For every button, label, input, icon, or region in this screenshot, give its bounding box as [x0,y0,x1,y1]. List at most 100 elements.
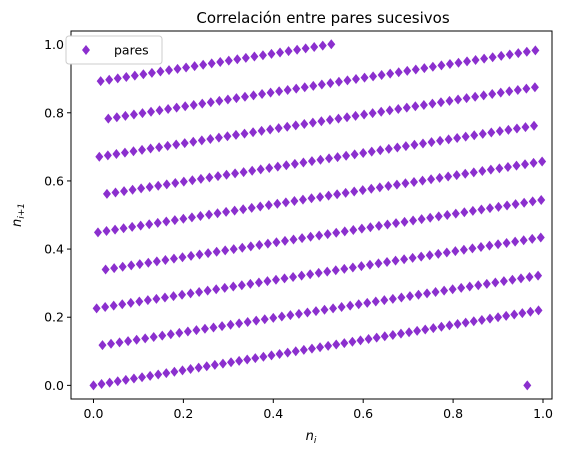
data-point [135,259,144,270]
data-point [187,212,196,223]
data-point [487,127,496,138]
data-point [468,205,477,216]
data-point [341,187,350,198]
data-point [190,61,199,72]
data-point [229,244,238,255]
data-point [230,205,239,216]
data-point [367,183,376,194]
data-point [240,91,249,102]
data-point [196,173,205,184]
data-point [128,221,137,232]
data-point [298,233,307,244]
data-point [334,76,343,87]
data-point [503,161,512,172]
data-point [457,282,466,293]
x-tick-label: 1.0 [533,406,553,421]
data-point [138,108,147,119]
data-point [392,179,401,190]
data-point [384,181,393,192]
data-point [525,272,534,283]
data-point [354,299,363,310]
data-point [307,156,316,167]
data-point [444,134,453,145]
data-point [111,224,120,235]
data-point [223,94,232,105]
data-point [127,260,136,271]
data-point [107,338,116,349]
data-point [494,201,503,212]
data-point [205,209,214,220]
data-point [155,105,164,116]
data-point [299,344,308,355]
data-point [147,67,156,78]
data-point [318,40,327,51]
data-point [308,117,317,128]
data-point [471,54,480,65]
data-point [92,303,101,314]
data-point [118,261,127,272]
data-point [255,239,264,250]
data-point [512,160,521,171]
data-point [101,264,110,275]
data-point [496,87,505,98]
data-point [112,149,121,160]
data-point [195,287,204,298]
data-point [359,147,368,158]
data-point [212,284,221,295]
data-point [213,208,222,219]
data-point [323,266,332,277]
data-point [385,105,394,116]
data-point [461,168,470,179]
data-point [480,53,489,64]
data-point [348,262,357,273]
data-point [530,82,539,93]
data-point [103,150,112,161]
data-point [350,186,359,197]
data-point [495,126,504,137]
data-point [146,370,155,381]
data-point [273,198,282,209]
data-point [266,124,275,135]
data-point [307,193,316,204]
data-point [494,312,503,323]
data-point [384,143,393,154]
data-point [256,201,265,212]
data-point [96,76,105,87]
data-point [226,319,235,330]
data-point [388,329,397,340]
data-point [162,216,171,227]
data-point [374,220,383,231]
data-point [502,237,511,248]
data-point [315,230,324,241]
data-point [311,306,320,317]
data-point [158,330,167,341]
data-point [427,174,436,185]
x-tick-label: 0.2 [173,406,193,421]
legend: pares [65,35,163,65]
data-point [273,161,282,172]
data-point [129,146,138,157]
data-point [110,263,119,274]
data-point [121,110,130,121]
data-point [267,48,276,59]
data-point [445,59,454,70]
data-point [451,208,460,219]
data-point [317,116,326,127]
data-point [231,168,240,179]
data-point [396,328,405,339]
data-point [463,56,472,67]
data-point [207,58,216,69]
legend-box [65,35,163,65]
data-point [502,310,511,321]
data-point [162,368,171,379]
data-point [413,325,422,336]
data-point [368,108,377,119]
y-tick-label: 0.8 [44,105,64,120]
data-point [459,244,468,255]
data-point [292,83,301,94]
data-point [448,284,457,295]
data-point [169,253,178,264]
data-point [409,176,418,187]
data-point [522,83,531,94]
